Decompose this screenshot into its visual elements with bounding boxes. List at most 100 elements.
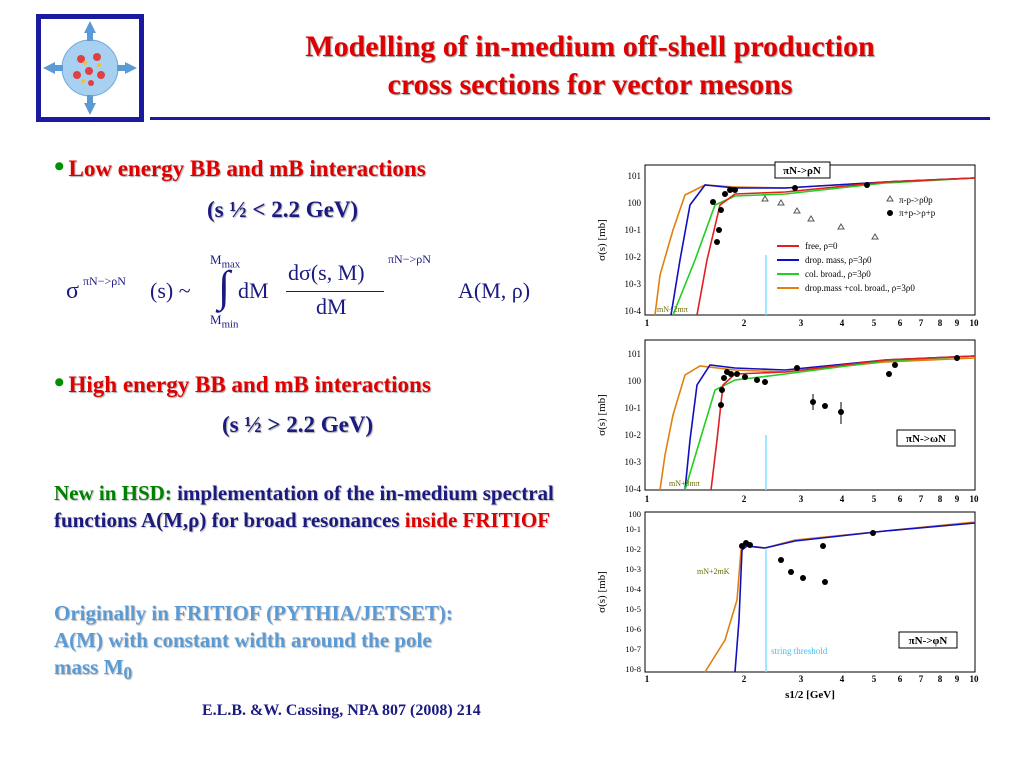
chart-rho-point-open xyxy=(777,199,785,206)
chart-omega-point xyxy=(742,374,748,380)
chart-omega-ytick: 10-3 xyxy=(625,457,642,467)
legend-col: col. broad., ρ=3ρ0 xyxy=(805,269,871,279)
chart-rho-xtick: 2 xyxy=(742,318,747,328)
hsd-note: New in HSD: implementation of the in-med… xyxy=(54,480,574,534)
chart-rho-xtick: 6 xyxy=(898,318,903,328)
fritiof-line2: A(M) with constant width around the pole xyxy=(54,628,432,652)
chart-phi-ylabel: σ(s) [mb] xyxy=(596,571,608,613)
chart-rho-xtick: 4 xyxy=(840,318,845,328)
chart-omega-title-box xyxy=(896,429,956,447)
chart-rho-legend-marker: π-p->ρ0p xyxy=(899,195,933,205)
fritiof-note: Originally in FRITIOF (PYTHIA/JETSET): A… xyxy=(54,600,574,687)
chart-omega-frame xyxy=(644,339,976,491)
int-lower-m: M xyxy=(210,312,222,327)
chart-omega-xtick: 5 xyxy=(872,494,877,504)
chart-phi-ytick: 10-3 xyxy=(625,564,641,574)
chart-phi-xtick: 6 xyxy=(898,674,903,684)
chart-rho-xtick: 9 xyxy=(955,318,960,328)
chart-rho: σ(s) [mb] 10-4 10-3 10-2 10-1 100 101 1 … xyxy=(596,161,980,328)
chart-phi-curve-drop xyxy=(734,522,976,673)
bullet-icon-2: • xyxy=(54,366,65,399)
chart-rho-ytick: 100 xyxy=(628,198,642,208)
chart-omega-point xyxy=(721,375,727,381)
chart-phi-threshold-label: mN+2mK xyxy=(697,567,730,576)
chart-phi-point xyxy=(870,530,876,536)
chart-rho-point-open xyxy=(871,233,879,240)
chart-phi-xtick: 3 xyxy=(799,674,804,684)
legend-free: free, ρ=0 xyxy=(805,241,838,251)
chart-phi: σ(s) [mb] 10-8 10-7 10-6 10-5 10-4 10-3 … xyxy=(596,509,979,701)
chart-phi-ytick: 10-2 xyxy=(625,544,641,554)
chart-rho-ytick: 10-1 xyxy=(625,225,642,235)
section-low-energy: • Low energy BB and mB interactions xyxy=(54,150,426,184)
chart-rho-xtick: 5 xyxy=(872,318,877,328)
chart-omega-point xyxy=(754,377,760,383)
chart-phi-ytick: 100 xyxy=(628,509,641,519)
chart-phi-data xyxy=(739,530,876,585)
chart-omega-xtick: 8 xyxy=(938,494,943,504)
chart-omega-xtick: 7 xyxy=(919,494,924,504)
chart-phi-point xyxy=(747,542,753,548)
chart-omega-point xyxy=(718,402,724,408)
high-energy-heading: High energy BB and mB interactions xyxy=(68,372,431,397)
chart-omega-threshold-label: mN+3mπ xyxy=(669,479,700,488)
formula-numerator: dσ(s, M) xyxy=(288,260,365,285)
chart-rho-ytick: 10-4 xyxy=(625,306,642,316)
chart-rho-threshold-label: mN+2mπ xyxy=(657,305,688,314)
chart-omega-ytick: 101 xyxy=(628,349,642,359)
chart-phi-ytick: 10-1 xyxy=(625,524,641,534)
chart-rho-curve-col xyxy=(672,177,976,316)
low-energy-condition: (s ½ < 2.2 GeV) xyxy=(207,197,359,222)
title-divider xyxy=(150,117,990,120)
chart-rho-point-open xyxy=(837,223,845,230)
formula-denominator: dM xyxy=(316,294,347,319)
chart-omega-point xyxy=(728,371,734,377)
chart-omega-point xyxy=(892,362,898,368)
chart-phi-point xyxy=(822,579,828,585)
chart-rho-point-open xyxy=(761,195,769,202)
chart-rho-point-open xyxy=(807,215,815,222)
chart-omega-point xyxy=(719,387,725,393)
chart-omega-ytick: 10-4 xyxy=(625,484,642,494)
chart-omega-point xyxy=(734,371,740,377)
chart-omega-ytick: 10-2 xyxy=(625,430,642,440)
chart-omega-ytick: 10-1 xyxy=(625,403,642,413)
formula-sup: πN−>ρN xyxy=(83,274,126,288)
chart-rho-ytick: 10-2 xyxy=(625,252,642,262)
chart-rho-xtick: 1 xyxy=(645,318,650,328)
page-title: Modelling of in-medium off-shell product… xyxy=(160,28,1020,104)
low-energy-heading: Low energy BB and mB interactions xyxy=(68,156,426,181)
chart-rho-legend-marker: π+p->ρ+p xyxy=(899,208,936,218)
formula-rhs: A(M, ρ) xyxy=(458,278,531,303)
fraction-bar xyxy=(286,291,384,292)
chart-omega-point xyxy=(762,379,768,385)
hsd-red-text: inside FRITIOF xyxy=(404,508,551,532)
high-energy-condition: (s ½ > 2.2 GeV) xyxy=(222,412,374,437)
legend-both: drop.mass +col. broad., ρ=3ρ0 xyxy=(805,283,915,293)
chart-omega-point xyxy=(794,365,800,371)
chart-rho-ytick: 10-3 xyxy=(625,279,642,289)
chart-phi-xtick: 10 xyxy=(970,674,980,684)
int-lower-sub: min xyxy=(221,318,239,331)
chart-phi-title-box xyxy=(898,631,958,649)
formula-sup2: πN−>ρN xyxy=(388,252,431,266)
formula-dm: dM xyxy=(238,278,269,303)
charts-panel: σ(s) [mb] 10-4 10-3 10-2 10-1 100 101 1 … xyxy=(596,161,980,701)
chart-phi-xtick: 5 xyxy=(872,674,877,684)
nucleus-logo-icon xyxy=(43,21,137,115)
hsd-prefix: New in HSD: xyxy=(54,481,172,505)
chart-rho-ylabel: σ(s) [mb] xyxy=(596,219,608,261)
chart-rho-point xyxy=(864,182,870,188)
chart-omega-title: πN->ωN xyxy=(906,433,946,445)
chart-omega-point xyxy=(954,355,960,361)
chart-phi-xtick: 8 xyxy=(938,674,943,684)
bullet-icon: • xyxy=(54,150,65,183)
formula-arg: (s) ~ xyxy=(150,278,191,303)
chart-rho-xtick: 8 xyxy=(938,318,943,328)
chart-rho-point-open xyxy=(793,207,801,214)
chart-phi-xtick: 1 xyxy=(645,674,650,684)
chart-phi-point xyxy=(788,569,794,575)
chart-phi-ytick: 10-4 xyxy=(625,584,641,594)
chart-rho-xtick: 10 xyxy=(970,318,980,328)
chart-phi-ytick: 10-8 xyxy=(625,664,641,674)
